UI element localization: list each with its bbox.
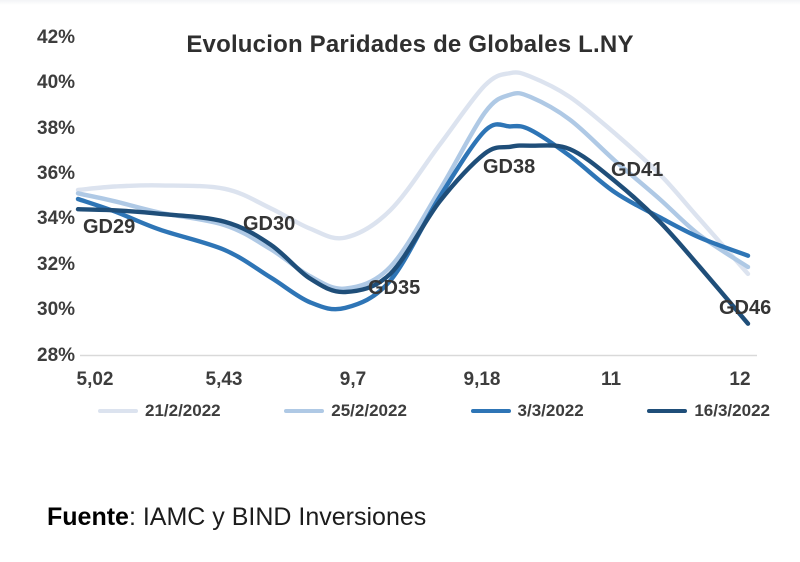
x-axis-tick-label: 9,18 xyxy=(463,369,501,390)
x-axis-tick-label: 5,02 xyxy=(76,369,114,390)
series-line-21-2-2022 xyxy=(75,70,751,277)
legend-line-swatch-icon xyxy=(647,409,688,413)
point-label-gd30: GD30 xyxy=(243,213,296,235)
source-line: Fuente: IAMC y BIND Inversiones xyxy=(47,503,426,532)
y-axis-tick-label: 32% xyxy=(37,253,76,275)
point-label-gd35: GD35 xyxy=(368,277,421,299)
point-label-gd46: GD46 xyxy=(719,297,772,319)
x-axis-tick-label: 11 xyxy=(600,369,622,390)
y-axis-tick-label: 30% xyxy=(37,299,76,321)
y-axis-tick-label: 28% xyxy=(37,344,76,366)
legend-label: 3/3/2022 xyxy=(517,401,584,420)
y-axis-tick-label: 42% xyxy=(37,26,76,48)
x-axis-tick-label: 12 xyxy=(729,369,751,390)
legend: 21/2/2022 25/2/2022 3/3/2022 16/3/2022 xyxy=(98,398,770,424)
series-line-25-2-2022 xyxy=(75,90,751,291)
x-axis-tick-label: 5,43 xyxy=(205,369,243,390)
point-label-gd29: GD29 xyxy=(83,216,136,238)
legend-label: 21/2/2022 xyxy=(145,401,221,420)
point-label-gd41: GD41 xyxy=(611,159,664,181)
legend-item-3-3-2022: 3/3/2022 xyxy=(470,401,584,421)
point-label-gd38: GD38 xyxy=(483,156,536,178)
source-text: : IAMC y BIND Inversiones xyxy=(128,503,427,531)
legend-line-swatch-icon xyxy=(284,409,325,413)
legend-item-25-2-2022: 25/2/2022 xyxy=(284,401,407,421)
page-top-edge xyxy=(0,0,800,5)
legend-label: 16/3/2022 xyxy=(694,401,770,420)
y-axis-tick-label: 36% xyxy=(37,163,76,185)
legend-line-swatch-icon xyxy=(470,409,511,413)
y-axis-tick-label: 34% xyxy=(37,208,76,230)
y-axis-tick-label: 40% xyxy=(37,72,76,94)
legend-item-16-3-2022: 16/3/2022 xyxy=(647,401,770,421)
x-axis-tick-label: 9,7 xyxy=(339,369,367,390)
series-line-3-3-2022 xyxy=(75,122,751,312)
chart-title: Evolucion Paridades de Globales L.NY xyxy=(186,31,634,58)
legend-line-swatch-icon xyxy=(98,409,138,413)
legend-label: 25/2/2022 xyxy=(331,401,407,420)
series-line-16-3-2022 xyxy=(75,143,751,326)
y-axis-tick-label: 38% xyxy=(37,117,76,139)
source-label: Fuente xyxy=(47,503,129,531)
legend-item-21-2-2022: 21/2/2022 xyxy=(98,401,221,421)
